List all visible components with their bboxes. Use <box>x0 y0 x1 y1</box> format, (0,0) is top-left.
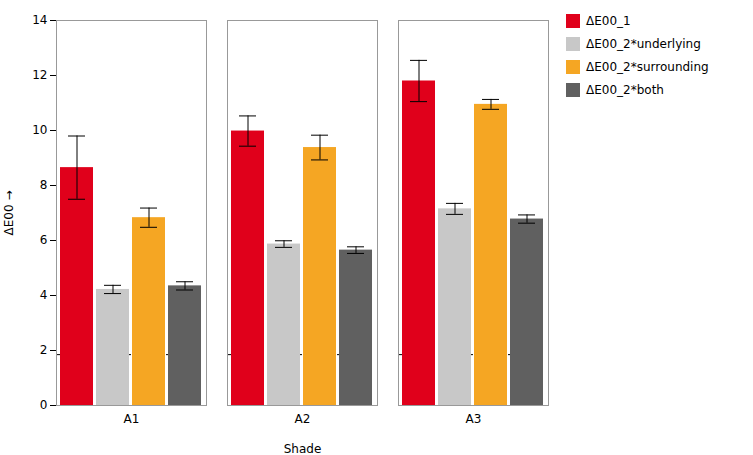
svg-text:6: 6 <box>40 233 48 247</box>
svg-text:8: 8 <box>40 178 48 192</box>
svg-text:14: 14 <box>32 13 47 27</box>
html-text:ΔE00_2*underlying: ΔE00_2*underlying <box>586 37 701 51</box>
svg-text:ΔE00 →: ΔE00 → <box>2 191 16 236</box>
svg-text:A3: A3 <box>466 412 482 426</box>
svg-text:Shade: Shade <box>284 442 322 455</box>
svg-text:4: 4 <box>40 288 48 302</box>
svg-text:12: 12 <box>32 68 47 82</box>
svg-text:10: 10 <box>32 123 47 137</box>
html-text:ΔE00_2*surrounding: ΔE00_2*surrounding <box>586 60 709 74</box>
svg-text:0: 0 <box>40 398 48 412</box>
html-text:ΔE00_1: ΔE00_1 <box>586 14 631 28</box>
html-text:ΔE00_2*both: ΔE00_2*both <box>586 83 664 97</box>
svg-text:A2: A2 <box>295 412 311 426</box>
svg-text:2: 2 <box>40 343 48 357</box>
svg-text:A1: A1 <box>124 412 140 426</box>
